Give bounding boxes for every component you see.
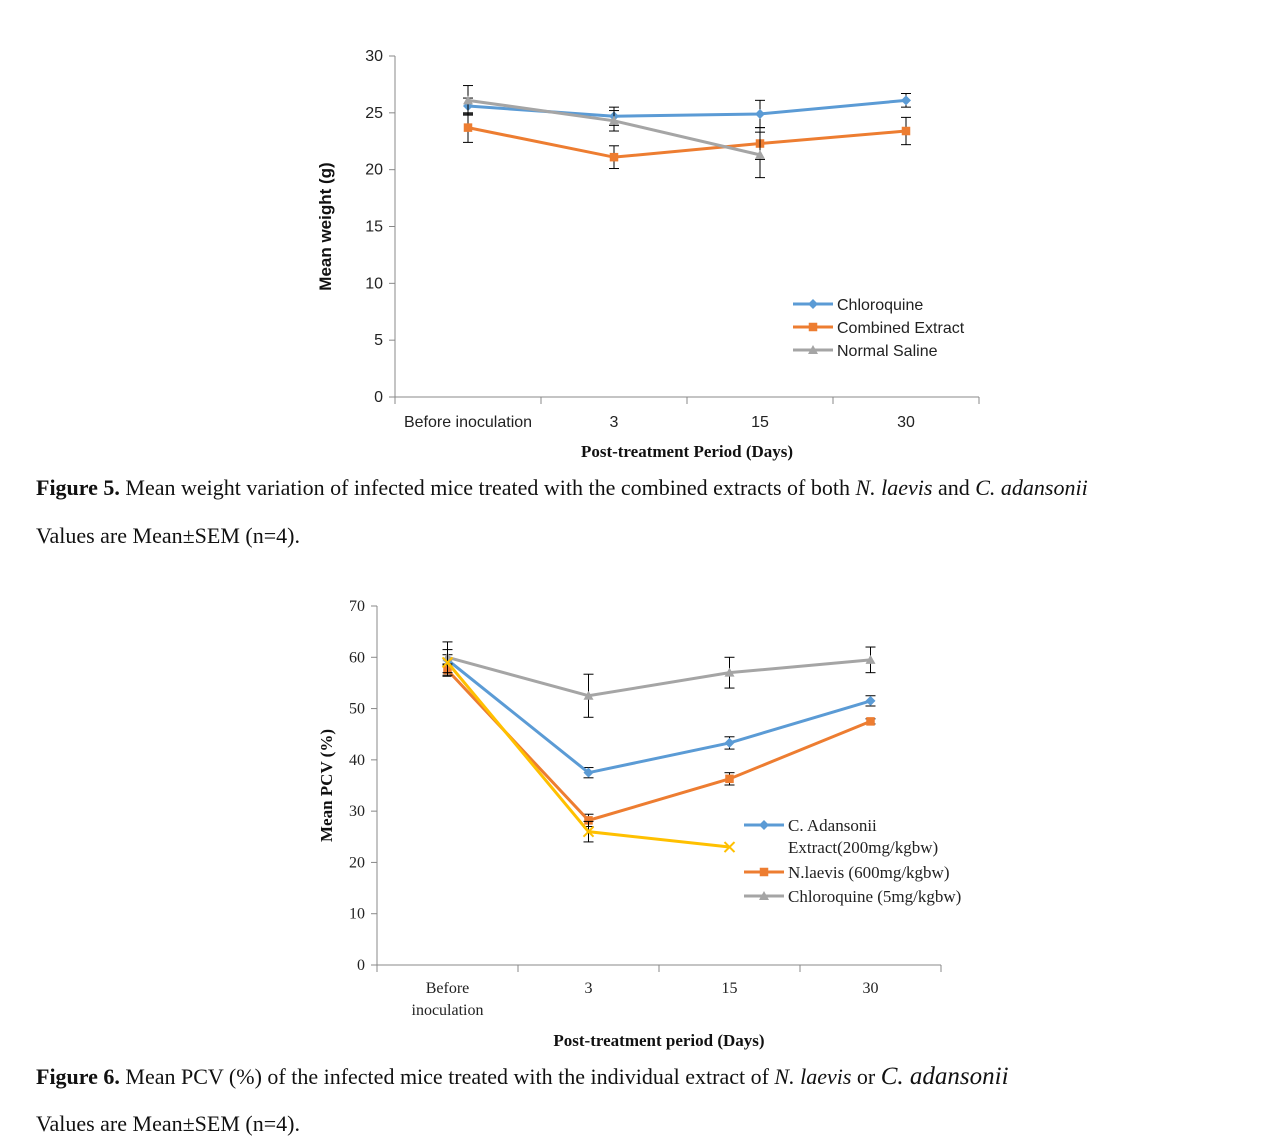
fig6-legend-label: N.laevis (600mg/kgbw) [788, 863, 949, 882]
fig6-y-axis-title: Mean PCV (%) [317, 729, 336, 842]
fig6-series-2-point [583, 690, 594, 700]
fig5-series-2-point [755, 149, 765, 159]
fig6-series-2-point [865, 654, 876, 664]
fig5-series-line-1 [467, 126, 907, 159]
fig6-y-tick-label: 10 [349, 906, 365, 923]
fig5-legend-label: Chloroquine [837, 297, 923, 314]
fig6-legend-label: C. Adansonii Extract(200mg/kgbw) [788, 816, 938, 857]
fig5-series-2-point [463, 95, 473, 105]
fig6-series-3-point [582, 825, 595, 838]
fig5-series-0-point [755, 108, 765, 119]
fig6-y-tick-label: 60 [349, 649, 365, 666]
fig6-x-tick-label: 30 [863, 980, 879, 997]
fig5-x-axis-title: Post-treatment Period (Days) [581, 442, 793, 461]
figure-5-caption: Figure 5. Mean weight variation of infec… [36, 475, 1088, 501]
fig6-series-line-2 [447, 655, 871, 698]
fig6-x-tick-label: 15 [722, 980, 738, 997]
fig5-y-axis-title: Mean weight (g) [316, 162, 335, 290]
figure-6-caption: Figure 6. Mean PCV (%) of the infected m… [36, 1063, 1009, 1091]
figure-6-chart: 0 10 20 30 40 50 60 70 Before inoculation 3 15 30 Pos… [317, 598, 961, 1050]
fig5-legend-swatch-marker [808, 345, 818, 354]
figure-5-note: Values are Mean±SEM (n=4). [36, 523, 300, 548]
figure-6-species-2: C. adansonii [880, 1063, 1009, 1090]
fig6-series-line-1 [446, 669, 872, 823]
fig6-y-tick-label: 30 [349, 803, 365, 820]
fig6-y-tick-label: 40 [349, 752, 365, 769]
fig6-series-1-point [584, 816, 593, 825]
figure-6-label: Figure 6. [36, 1064, 120, 1089]
fig5-y-tick-label: 25 [365, 105, 383, 122]
fig6-series-1-point [866, 717, 875, 726]
fig6-y-tick-label: 0 [357, 957, 365, 974]
fig6-series-0-point [583, 767, 594, 778]
fig5-y-tick-label: 0 [374, 389, 383, 406]
fig6-legend-label: Chloroquine (5mg/kgbw) [788, 887, 961, 906]
fig5-x-tick-label: 15 [751, 414, 769, 431]
fig5-y-tick-label: 20 [365, 162, 383, 179]
fig5-series-0-point [901, 95, 911, 106]
fig6-x-tick-label: Before inoculation [412, 980, 484, 1019]
fig5-y-tick-label: 10 [365, 275, 383, 292]
fig6-series-0-point [865, 695, 876, 706]
figure-5-species-1: N. laevis [855, 475, 933, 500]
figure-6-species-1: N. laevis [774, 1064, 852, 1089]
fig5-x-tick-label: Before inoculation [404, 414, 532, 431]
fig6-series-1-point [725, 774, 734, 784]
fig6-series-0-point [724, 737, 735, 748]
fig6-x-axis-title: Post-treatment period (Days) [553, 1031, 764, 1050]
fig6-series-2-point [724, 667, 735, 677]
figure-5-caption-text: Mean weight variation of infected mice t… [119, 475, 856, 500]
fig6-legend-swatch-marker [759, 891, 769, 900]
fig6-x-tick-label: 3 [585, 980, 593, 997]
fig6-y-tick-label: 20 [349, 854, 365, 871]
fig6-y-tick-label: 50 [349, 701, 365, 718]
figure-5-label: Figure 5. [36, 475, 120, 500]
fig5-legend-swatch-marker [808, 299, 818, 309]
fig5-series-1-point [901, 126, 911, 136]
fig5-series-1-point [463, 123, 473, 132]
fig5-legend-swatch-marker [808, 322, 818, 332]
fig5-x-tick-label: 30 [897, 414, 915, 431]
fig6-series-line-0 [446, 658, 871, 775]
fig6-y-tick-label: 70 [349, 598, 365, 615]
figure-6-caption-text: Mean PCV (%) of the infected mice treate… [119, 1064, 775, 1089]
fig5-series-1-point [609, 152, 619, 162]
fig6-series-3-point [441, 656, 454, 669]
fig5-legend-label: Combined Extract [837, 320, 965, 337]
fig5-y-tick-label: 5 [374, 332, 383, 349]
fig6-legend-swatch-marker [759, 867, 769, 877]
fig6-legend-swatch-marker [759, 820, 769, 830]
fig5-x-tick-label: 3 [610, 414, 619, 431]
figure-6-note: Values are Mean±SEM (n=4). [36, 1111, 300, 1136]
figure-5-species-2: C. adansonii [975, 475, 1088, 500]
fig6-series-3-point [723, 841, 736, 853]
fig5-series-2-point [609, 115, 619, 125]
fig5-y-tick-label: 30 [365, 48, 383, 65]
figure-6-caption-or: or [851, 1064, 881, 1089]
figure-5-chart: 0 5 10 15 20 25 30 Before inoculation 3 15 30 Post-… [316, 48, 980, 461]
fig5-y-tick-label: 15 [365, 219, 383, 236]
fig5-legend-label: Normal Saline [837, 343, 938, 360]
figure-5-caption-and: and [932, 475, 976, 500]
